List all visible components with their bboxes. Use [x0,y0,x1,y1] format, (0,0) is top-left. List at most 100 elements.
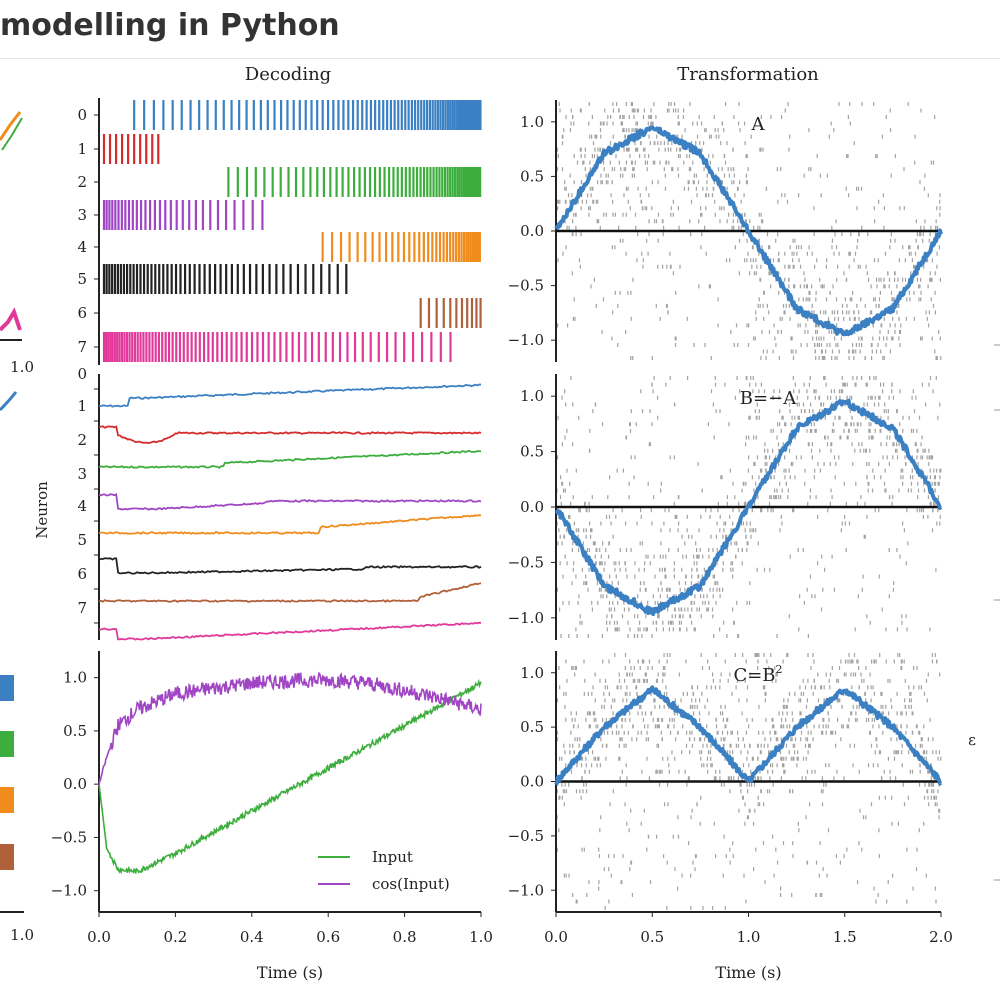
decoded-signal-line [554,125,943,337]
spike-raster-row [555,815,940,820]
spike-raster-row [626,821,925,826]
spike-raster-row [557,206,941,211]
spike-raster-row [602,422,901,427]
spike-raster-row [567,193,941,198]
spike-raster-row [614,290,936,295]
spike-raster-row [558,514,941,519]
panel-annotation: C=B2 [733,663,782,686]
page-title: modelling in Python [0,8,340,43]
voltage-trace [98,582,482,603]
spike-raster-row [762,349,936,354]
voltage-y-tick-label: 0 [77,365,87,383]
spike-raster-row [617,343,901,347]
transform-y-tick-label: −1.0 [508,331,544,349]
spike-raster-row [557,225,939,230]
spike-raster-row [697,462,930,466]
output-x-tick-label: 0.2 [163,928,187,946]
spike-raster-row [559,561,907,566]
transform-x-tick-label: 1.5 [833,928,857,946]
transformation-c-panel: 1.0 0.5 0.0 −0.5 −1.0 0.0 0.5 1.0 1.5 2.0 Time (s)… [508,651,953,982]
spike-raster-row [563,769,931,774]
spike-raster-row [556,147,790,152]
spike-raster-row [555,264,938,269]
decoding-raster-panel: 0 1 2 3 4 5 6 7 [77,98,482,365]
spike-raster-row [601,329,940,334]
left-fragment-tick: 1.0 [10,358,34,376]
output-legend: Input cos(Input) [318,848,450,893]
spike-raster-row [558,795,937,800]
voltage-trace [98,557,482,575]
spike-raster-row [612,310,936,315]
right-edge-fragments: ε [968,344,1000,881]
output-series-line [98,671,482,787]
output-x-tick-label: 0.6 [316,928,340,946]
spike-raster-row [564,186,925,191]
spike-raster-row [560,634,809,638]
spike-raster-row [570,711,914,716]
spike-raster-row [556,488,936,493]
spike-raster-row [563,802,938,807]
left-fragment-line [0,307,22,332]
transform-x-tick-label: 1.0 [737,928,761,946]
spike-raster-row [630,356,942,360]
spike-raster-row [688,841,860,846]
spike-raster-row [572,567,937,572]
spike-raster-row [588,448,930,453]
spike-raster-row [564,180,921,185]
spike-raster-row [595,303,935,308]
spike-raster-row [576,160,935,165]
spike-raster-row [565,763,932,768]
spike-raster-row [556,847,918,852]
raster-y-tick-label: 2 [77,173,87,191]
spike-raster-row [571,232,936,237]
spike-raster-row [559,108,922,113]
spike-raster-row [570,376,937,380]
raster-y-tick-label: 6 [77,304,87,322]
decoded-signal-line [554,398,943,617]
voltage-y-tick-label: 4 [77,497,87,515]
transformation-a-panel: 1.0 0.5 0.0 −0.5 −1.0 A [508,100,943,362]
spike-raster-row [559,495,940,500]
spike-raster-row [565,115,936,119]
spike-raster-row [556,737,934,742]
voltage-y-tick-label: 2 [77,431,87,449]
spike-raster-row [555,415,939,420]
spike-raster-row [571,271,936,276]
legend-swatch [0,731,14,757]
raster-y-tick-label: 0 [77,106,87,124]
spike-raster-row [557,154,896,159]
spike-raster-row [565,659,938,664]
spike-raster-row [561,782,940,787]
spike-raster-row [578,594,890,599]
spike-raster-row [630,808,941,813]
spike-raster-row [573,724,925,729]
title-divider [0,58,1000,59]
spike-raster-row [559,607,883,612]
output-x-tick-label: 1.0 [469,928,493,946]
raster-y-tick-label: 7 [77,338,87,356]
output-y-tick-label: −0.5 [51,828,87,846]
spike-raster-row [579,614,907,619]
raster-y-tick-label: 5 [77,270,87,288]
left-fragment-line [1,117,23,151]
decoding-voltage-panel: Neuron 0 1 2 3 4 5 6 7 [33,365,482,641]
spike-raster-row [566,428,918,433]
spike-raster-row [556,653,936,657]
spike-raster-row [603,867,918,872]
spike-raster-row [559,756,942,761]
output-y-tick-label: 0.5 [63,722,87,740]
voltage-y-tick-label: 3 [77,465,87,483]
legend-label: Input [372,848,413,866]
spike-raster-row [579,620,903,625]
transform-x-label: Time (s) [715,963,781,982]
transform-y-tick-label: −1.0 [508,609,544,627]
spike-raster-row [559,534,866,539]
transform-y-tick-label: −0.5 [508,277,544,295]
spike-raster-row [561,395,917,400]
spike-raster-row [571,581,895,586]
spike-raster-row [619,238,930,243]
voltage-y-label: Neuron [33,481,51,539]
spike-raster-row [571,548,898,552]
spike-raster-row [572,893,879,897]
